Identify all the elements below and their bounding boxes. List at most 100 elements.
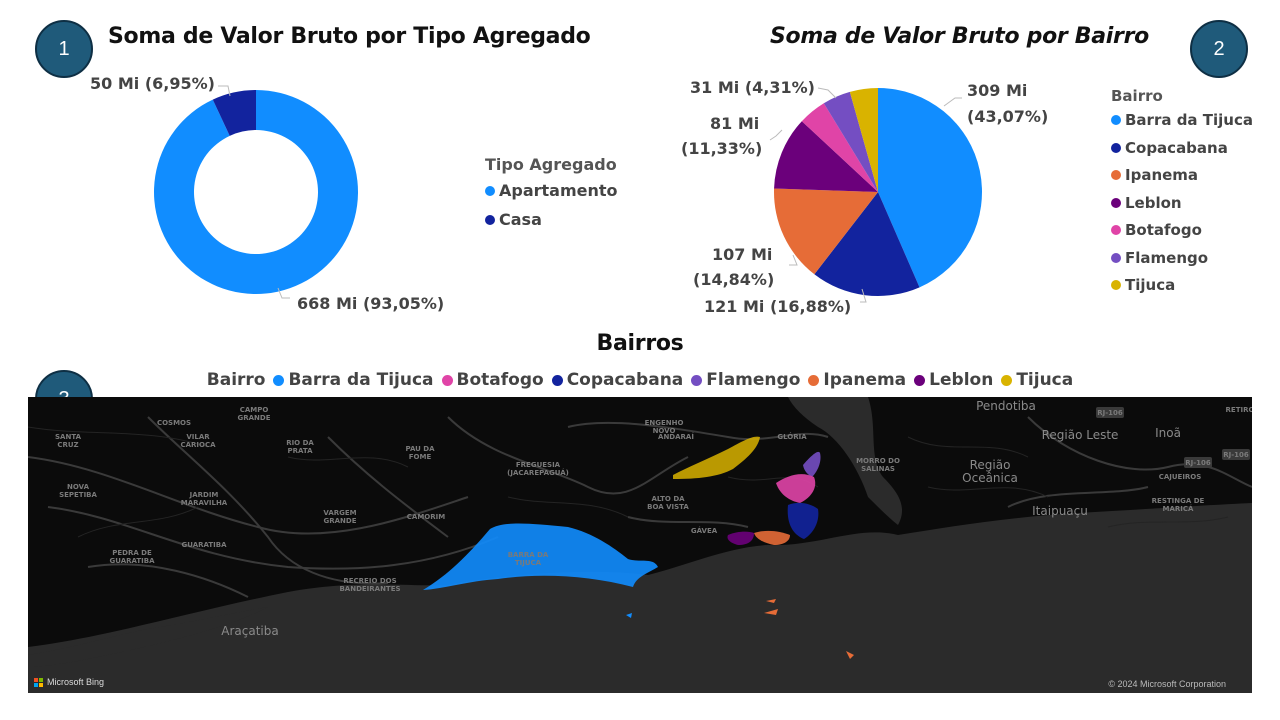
pie-label-leblon-2: (11,33%)	[681, 139, 763, 158]
map-place-label: VILAR CARIOCA	[180, 433, 216, 449]
pie-legend-barra-da-tijuca[interactable]: Barra da Tijuca	[1111, 111, 1253, 129]
map-place-label: JARDIM MARAVILHA	[181, 491, 228, 507]
bing-credit-label: Microsoft Bing	[47, 677, 105, 687]
copyright: © 2024 Microsoft Corporation	[1108, 679, 1226, 689]
donut-legend-casa[interactable]: Casa	[485, 210, 542, 229]
legend-label: Ipanema	[1125, 166, 1199, 184]
pie-slice-copacabana[interactable]	[814, 192, 920, 296]
legend-dot	[551, 374, 563, 386]
pie-label-small: 31 Mi (4,31%)	[690, 78, 815, 97]
map-place-label: GUARATIBA	[181, 541, 227, 549]
map-place-label: CAJUEIROS	[1159, 473, 1202, 481]
map-title: Bairros	[596, 331, 684, 356]
region-leblon[interactable]	[727, 531, 754, 545]
map-place-label: CAMORIM	[407, 513, 445, 521]
region-tijuca[interactable]	[673, 436, 760, 479]
map-region-label: Itaipuaçu	[1032, 504, 1088, 518]
legend-dot	[914, 374, 926, 386]
map-region-label: Pendotiba	[976, 399, 1036, 413]
pie-slice-ipanema[interactable]	[774, 188, 878, 275]
legend-dot	[1111, 115, 1121, 125]
donut-legend-title: Tipo Agregado	[485, 155, 617, 174]
map-place-label: NOVA SEPETIBA	[59, 483, 97, 499]
region-ipanema[interactable]	[754, 530, 790, 545]
pie-leader-leblon	[769, 129, 783, 141]
legend-dot	[1111, 142, 1121, 153]
legend-label: Casa	[499, 210, 542, 229]
pie-leader-barra	[943, 97, 962, 107]
map-legend-flamengo[interactable]: Flamengo	[691, 370, 800, 390]
place-labels: SANTA CRUZ COSMOS CAMPO GRANDE VILAR CARIOCA RI…	[55, 399, 1252, 638]
map-canvas[interactable]: SANTA CRUZ COSMOS CAMPO GRANDE VILAR CARIOCA RI…	[28, 397, 1252, 693]
legend-dot	[1111, 252, 1121, 263]
ocean	[28, 503, 1252, 693]
map-place-label: PEDRA DE GUARATIBA	[109, 549, 155, 565]
pie-leader-copa	[860, 288, 867, 303]
pie-legend-title: Bairro	[1111, 87, 1163, 105]
legend-dot	[273, 374, 285, 386]
donut-legend-apartamento[interactable]: Apartamento	[485, 181, 618, 200]
chart1-title: Soma de Valor Bruto por Tipo Agregado	[108, 24, 591, 49]
map-place-label: GLÓRIA	[777, 432, 807, 441]
road-label: RJ-106	[1185, 459, 1211, 467]
pie-legend-botafogo[interactable]: Botafogo	[1111, 221, 1202, 239]
region-barra-da-tijuca[interactable]	[423, 523, 658, 591]
legend-dot	[441, 374, 453, 386]
map-place-label: MORRO DO SALINAS	[856, 457, 900, 473]
legend-label: Copacabana	[1125, 138, 1228, 157]
pie-legend-copacabana[interactable]: Copacabana	[1111, 139, 1228, 157]
road-shield-icon	[1222, 449, 1250, 460]
pie-slice-botafogo[interactable]	[801, 103, 878, 192]
pie-leader-ipanema	[789, 254, 798, 266]
donut-slice-apartamento[interactable]	[153, 90, 358, 294]
pie-label-barra-2: (43,07%)	[967, 107, 1049, 126]
legend-dot-casa	[485, 214, 495, 225]
pie-legend-flamengo[interactable]: Flamengo	[1111, 249, 1208, 267]
legend-label: Ipanema	[823, 370, 907, 390]
region-copacabana[interactable]	[787, 502, 819, 539]
map-region-label: Região Oceânica	[962, 458, 1018, 485]
legend-dot	[1111, 197, 1121, 208]
region-botafogo[interactable]	[776, 474, 816, 503]
pie-legend-leblon[interactable]: Leblon	[1111, 194, 1182, 212]
map-place-label: PAU DA FOME	[405, 445, 435, 461]
map-place-label: RIO DA PRATA	[286, 439, 314, 455]
donut-leader-apartamento	[277, 287, 290, 299]
pie-legend-tijuca[interactable]: Tijuca	[1111, 276, 1175, 294]
pie-legend-ipanema[interactable]: Ipanema	[1111, 166, 1198, 184]
pie-slice-leblon[interactable]	[774, 121, 878, 192]
legend-label: Leblon	[929, 370, 994, 390]
legend-label: Flamengo	[1125, 248, 1209, 267]
map-place-label: BARRA DA TIJUCA	[508, 551, 549, 567]
pie-slice-tijuca[interactable]	[849, 88, 878, 192]
pie-label-barra-1: 309 Mi	[967, 81, 1028, 100]
map-region-label: Araçatiba	[221, 624, 278, 638]
pie-slice-flamengo[interactable]	[823, 91, 878, 192]
region-flamengo[interactable]	[803, 451, 821, 477]
pie-label-ipanema-2: (14,84%)	[693, 270, 775, 289]
donut-label-apartamento: 668 Mi (93,05%)	[297, 294, 445, 313]
microsoft-logo-icon	[34, 677, 43, 687]
legend-label: Copacabana	[566, 370, 684, 390]
badge-2: 2	[1190, 20, 1248, 78]
road-label: RJ-106	[1097, 409, 1123, 417]
map-place-label: SANTA CRUZ	[55, 433, 82, 449]
map-legend-leblon[interactable]: Leblon	[914, 370, 993, 390]
map-legend-botafogo[interactable]: Botafogo	[441, 370, 544, 390]
legend-label: Botafogo	[456, 370, 544, 390]
pie-label-ipanema-1: 107 Mi	[712, 245, 773, 264]
map-region-label: Inoã	[1155, 426, 1181, 440]
map-legend-title: Bairro	[206, 370, 266, 390]
legend-label: Tijuca	[1125, 276, 1176, 294]
legend-dot-apartamento	[485, 185, 495, 196]
donut-slice-casa[interactable]	[212, 90, 256, 136]
map-visual[interactable]: SANTA CRUZ COSMOS CAMPO GRANDE VILAR CARIOCA RI…	[28, 397, 1252, 693]
map-legend-ipanema[interactable]: Ipanema	[808, 370, 906, 390]
map-legend-copacabana[interactable]: Copacabana	[551, 370, 684, 390]
map-place-label: RECREIO DOS BANDEIRANTES	[339, 577, 400, 593]
legend-dot	[1111, 280, 1121, 290]
map-legend-barra-da-tijuca[interactable]: Barra da Tijuca	[273, 370, 434, 390]
legend-label: Apartamento	[499, 181, 618, 200]
road-shield-icon	[1184, 457, 1212, 468]
map-legend-tijuca[interactable]: Tijuca	[1001, 370, 1073, 390]
